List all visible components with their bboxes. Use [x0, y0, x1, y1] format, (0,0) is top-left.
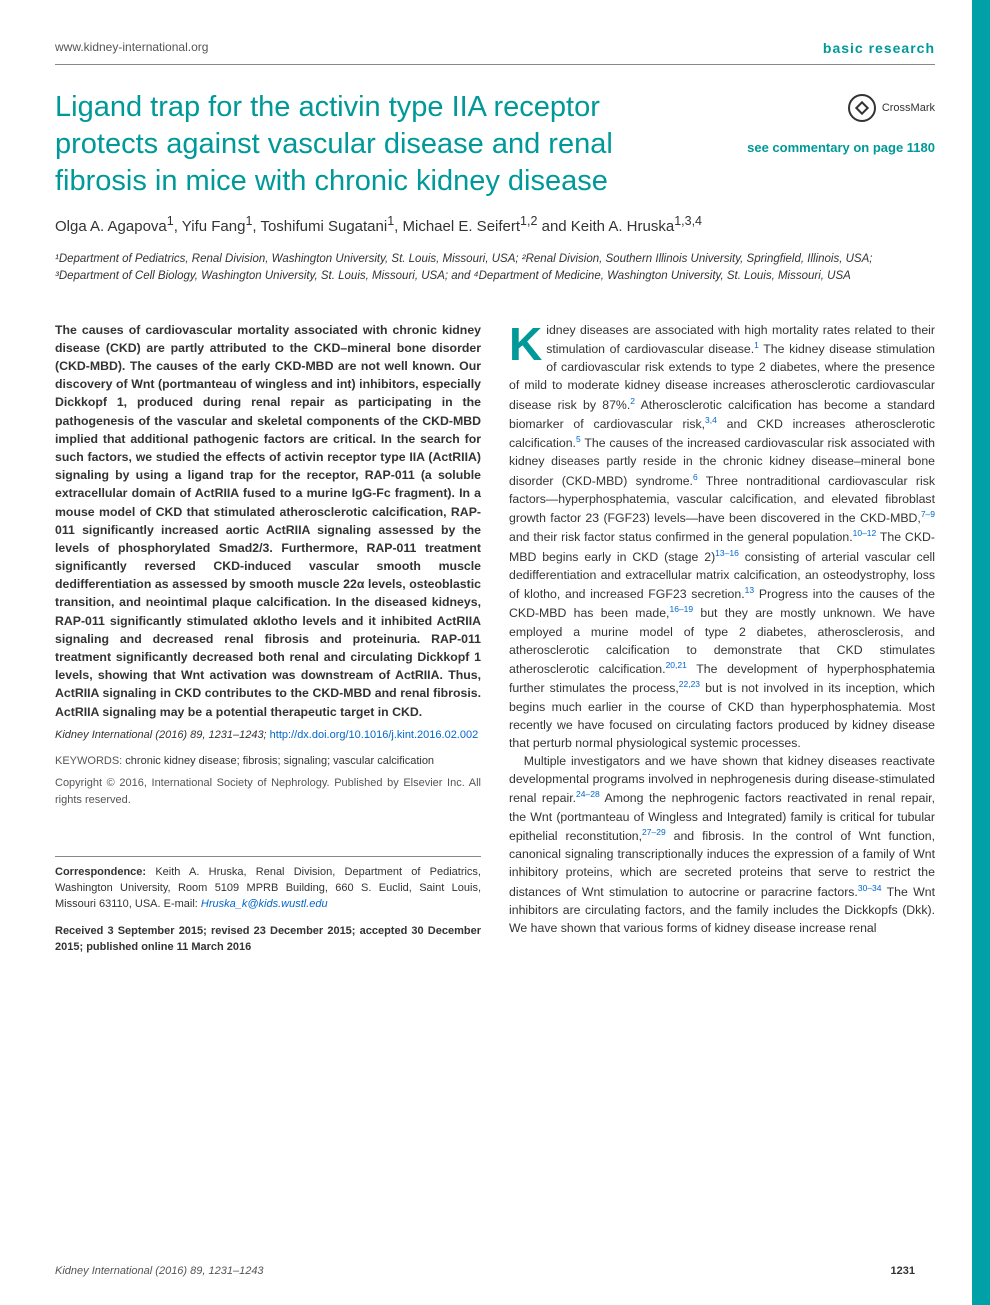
footer-citation: Kidney International (2016) 89, 1231–124…: [55, 1265, 264, 1277]
correspondence-block: Correspondence: Keith A. Hruska, Renal D…: [55, 856, 481, 913]
keywords-label: KEYWORDS:: [55, 755, 122, 767]
right-column: K idney diseases are associated with hig…: [509, 321, 935, 956]
article-title: Ligand trap for the activin type IIA rec…: [55, 89, 675, 200]
dropcap-letter: K: [509, 321, 546, 364]
two-column-body: The causes of cardiovascular mortality a…: [55, 321, 935, 956]
side-accent-bar: [972, 0, 990, 1305]
correspondence-label: Correspondence:: [55, 866, 146, 878]
keywords-block: KEYWORDS: chronic kidney disease; fibros…: [55, 753, 481, 769]
crossmark-badge[interactable]: CrossMark: [848, 94, 935, 122]
title-row: Ligand trap for the activin type IIA rec…: [55, 89, 935, 200]
title-block: Ligand trap for the activin type IIA rec…: [55, 89, 747, 200]
crossmark-icon: [848, 94, 876, 122]
doi-link[interactable]: http://dx.doi.org/10.1016/j.kint.2016.02…: [270, 729, 479, 741]
copyright-text: Copyright © 2016, International Society …: [55, 775, 481, 808]
page-footer: Kidney International (2016) 89, 1231–124…: [55, 1265, 915, 1277]
body-paragraph-1: K idney diseases are associated with hig…: [509, 321, 935, 752]
body-p1-text: idney diseases are associated with high …: [509, 323, 935, 750]
authors-list: Olga A. Agapova1, Yifu Fang1, Toshifumi …: [55, 214, 935, 235]
body-paragraph-2: Multiple investigators and we have shown…: [509, 752, 935, 937]
keywords-text: chronic kidney disease; fibrosis; signal…: [125, 755, 434, 767]
citation-line: Kidney International (2016) 89, 1231–124…: [55, 727, 481, 743]
left-column: The causes of cardiovascular mortality a…: [55, 321, 481, 956]
correspondence-email[interactable]: Hruska_k@kids.wustl.edu: [201, 898, 328, 910]
title-side: CrossMark see commentary on page 1180: [747, 89, 935, 155]
citation-journal: Kidney International: [55, 729, 152, 741]
commentary-link[interactable]: see commentary on page 1180: [747, 140, 935, 155]
received-dates: Received 3 September 2015; revised 23 De…: [55, 923, 481, 956]
affiliations: ¹Department of Pediatrics, Renal Divisio…: [55, 251, 935, 284]
journal-url[interactable]: www.kidney-international.org: [55, 40, 208, 54]
section-label: basic research: [823, 40, 935, 56]
citation-details: (2016) 89, 1231–1243;: [155, 729, 269, 741]
page-header: www.kidney-international.org basic resea…: [55, 40, 935, 65]
page-container: www.kidney-international.org basic resea…: [0, 0, 990, 1305]
page-number: 1231: [891, 1265, 915, 1277]
crossmark-label: CrossMark: [882, 102, 935, 114]
abstract-text: The causes of cardiovascular mortality a…: [55, 321, 481, 721]
